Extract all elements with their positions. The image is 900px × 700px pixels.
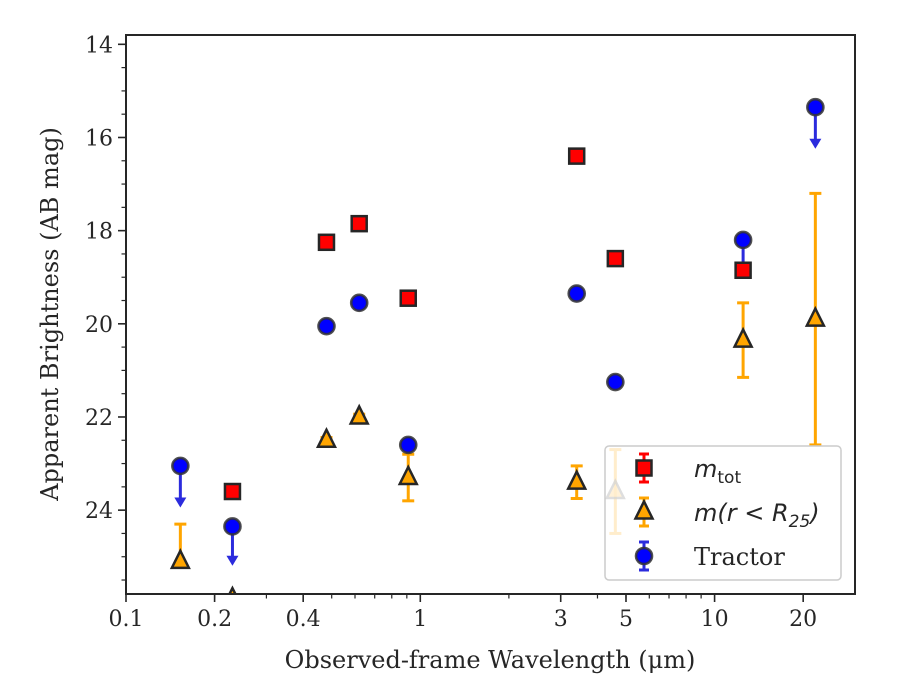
data-point bbox=[397, 464, 419, 486]
plot-marks bbox=[169, 97, 826, 594]
data-point bbox=[606, 372, 625, 392]
y-tick-label: 22 bbox=[85, 406, 113, 431]
upper-limit-arrow-head bbox=[809, 138, 822, 149]
data-point bbox=[315, 426, 338, 448]
data-point bbox=[317, 233, 336, 252]
data-point bbox=[733, 230, 753, 250]
upper-limit-arrow-head bbox=[226, 555, 239, 566]
data-point bbox=[348, 403, 370, 425]
legend-frame bbox=[604, 445, 842, 581]
x-tick-label: 1 bbox=[413, 607, 427, 632]
data-point bbox=[398, 435, 418, 455]
legend-marker bbox=[633, 498, 655, 520]
plot-frame bbox=[125, 34, 856, 595]
x-tick-label: 10 bbox=[701, 607, 729, 632]
data-point bbox=[349, 293, 369, 313]
x-tick-label: 3 bbox=[554, 607, 568, 632]
data-point bbox=[169, 548, 191, 570]
data-point bbox=[171, 456, 190, 476]
y-tick-label: 16 bbox=[85, 126, 113, 151]
data-point bbox=[567, 147, 586, 165]
legend-label: Tractor bbox=[694, 543, 785, 571]
legend: mtot m(r < R25) Tractor bbox=[604, 445, 842, 581]
data-point bbox=[606, 249, 625, 268]
x-tick-label: 20 bbox=[789, 607, 817, 632]
data-point bbox=[806, 97, 825, 117]
data-point bbox=[228, 585, 237, 594]
y-tick-label: 18 bbox=[85, 220, 113, 245]
data-point bbox=[804, 305, 826, 327]
y-tick-label: 20 bbox=[85, 313, 113, 338]
x-tick-label: 0.2 bbox=[197, 607, 232, 632]
legend-marker bbox=[634, 546, 654, 566]
data-point bbox=[566, 468, 588, 490]
data-point bbox=[317, 316, 336, 336]
legend-label: mtot bbox=[694, 455, 741, 488]
y-tick-label: 24 bbox=[85, 499, 113, 524]
data-point bbox=[732, 326, 754, 348]
legend-label: m(r < R25) bbox=[694, 499, 820, 532]
data-point bbox=[223, 517, 242, 536]
series-tractor bbox=[171, 97, 825, 566]
legend-entry: mtot bbox=[635, 452, 741, 488]
x-tick-label: 0.1 bbox=[109, 607, 144, 632]
x-tick-label: 0.4 bbox=[286, 607, 321, 632]
data-point bbox=[567, 284, 587, 303]
series-mtot bbox=[223, 147, 752, 501]
x-axis-title: Observed-frame Wavelength (μm) bbox=[285, 646, 696, 674]
legend-entry: m(r < R25) bbox=[633, 496, 820, 532]
y-axis-title: Apparent Brightness (AB mag) bbox=[36, 127, 64, 502]
axes: 0.1 0.2 0.4 1 3 5 10 20 14 16 18 20 22 24 bbox=[85, 33, 817, 632]
upper-limit-arrow-head bbox=[174, 497, 187, 508]
legend-marker bbox=[635, 459, 653, 477]
y-tick-label: 14 bbox=[85, 33, 113, 58]
data-point bbox=[734, 261, 752, 279]
data-point bbox=[350, 214, 368, 233]
x-tick-label: 5 bbox=[619, 607, 633, 632]
legend-entry: Tractor bbox=[634, 540, 785, 572]
data-point bbox=[223, 482, 242, 501]
data-point bbox=[399, 289, 417, 307]
